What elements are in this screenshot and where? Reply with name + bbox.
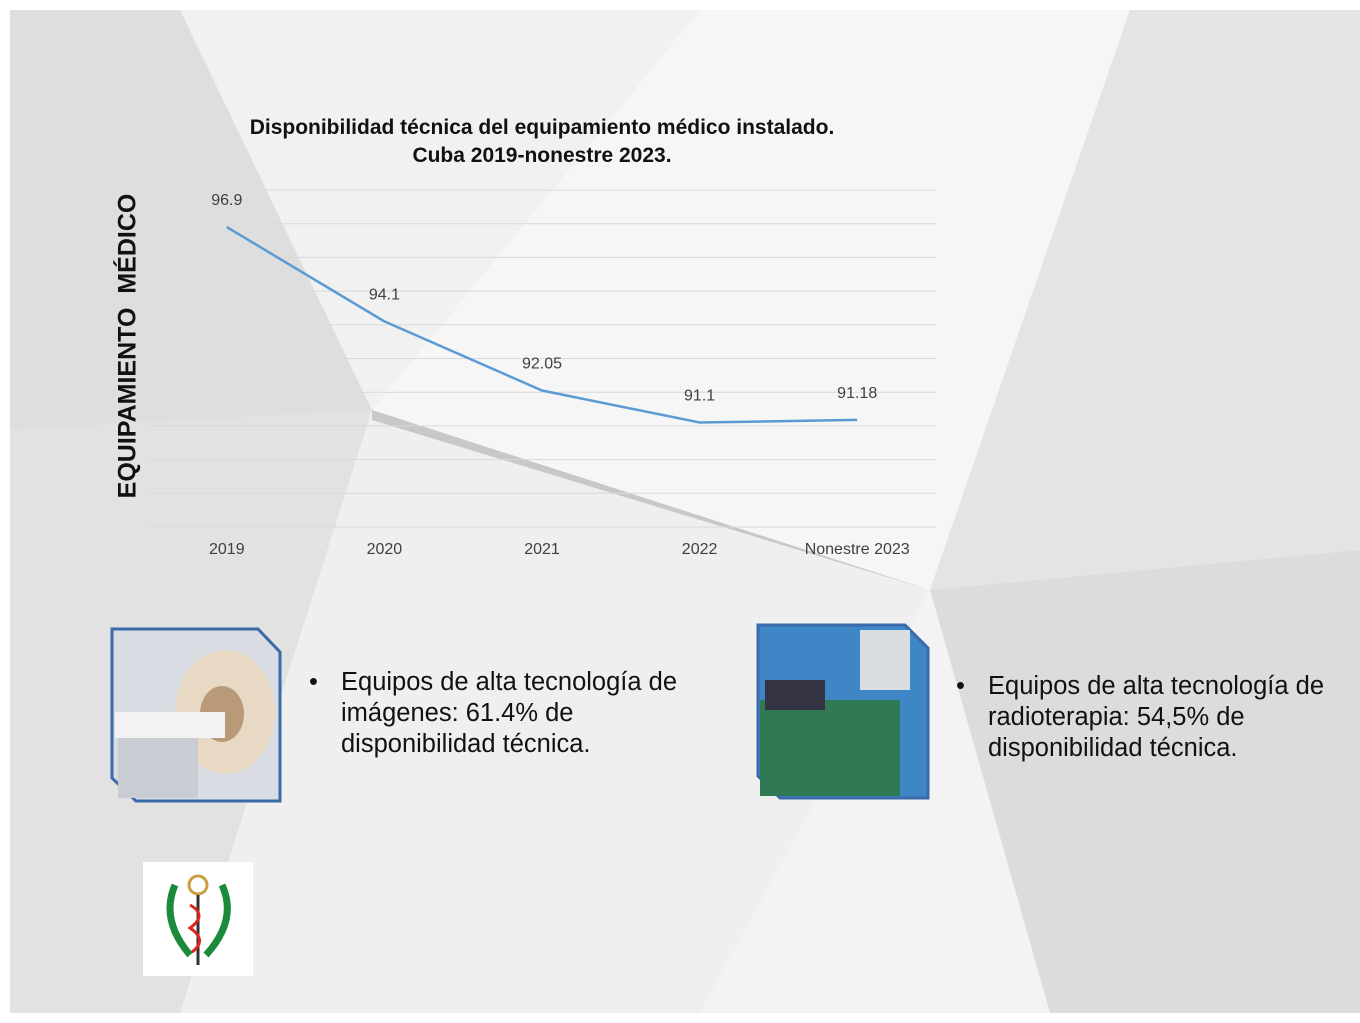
- logo: [143, 862, 253, 976]
- x-tick-label: 2021: [524, 541, 560, 558]
- data-line: [226, 225, 858, 424]
- mri-image: [110, 627, 282, 803]
- x-tick-label: Nonestre 2023: [805, 541, 910, 558]
- chart-title: Disponibilidad técnica del equipamiento …: [249, 116, 835, 167]
- bullet-text: Equipos de alta tecnología de imágenes: …: [309, 667, 686, 760]
- data-label: 96.9: [211, 192, 242, 209]
- data-label: 92.05: [522, 356, 562, 373]
- data-label: 94.1: [369, 286, 400, 303]
- bullet-text: Equipos de alta tecnología de radioterap…: [956, 671, 1333, 764]
- data-label: 91.1: [684, 388, 715, 405]
- data-label: 91.18: [837, 385, 877, 402]
- radiotherapy-image: [756, 623, 930, 800]
- x-tick-label: 2019: [209, 541, 245, 558]
- x-tick-label: 2020: [367, 541, 403, 558]
- x-tick-label: 2022: [682, 541, 718, 558]
